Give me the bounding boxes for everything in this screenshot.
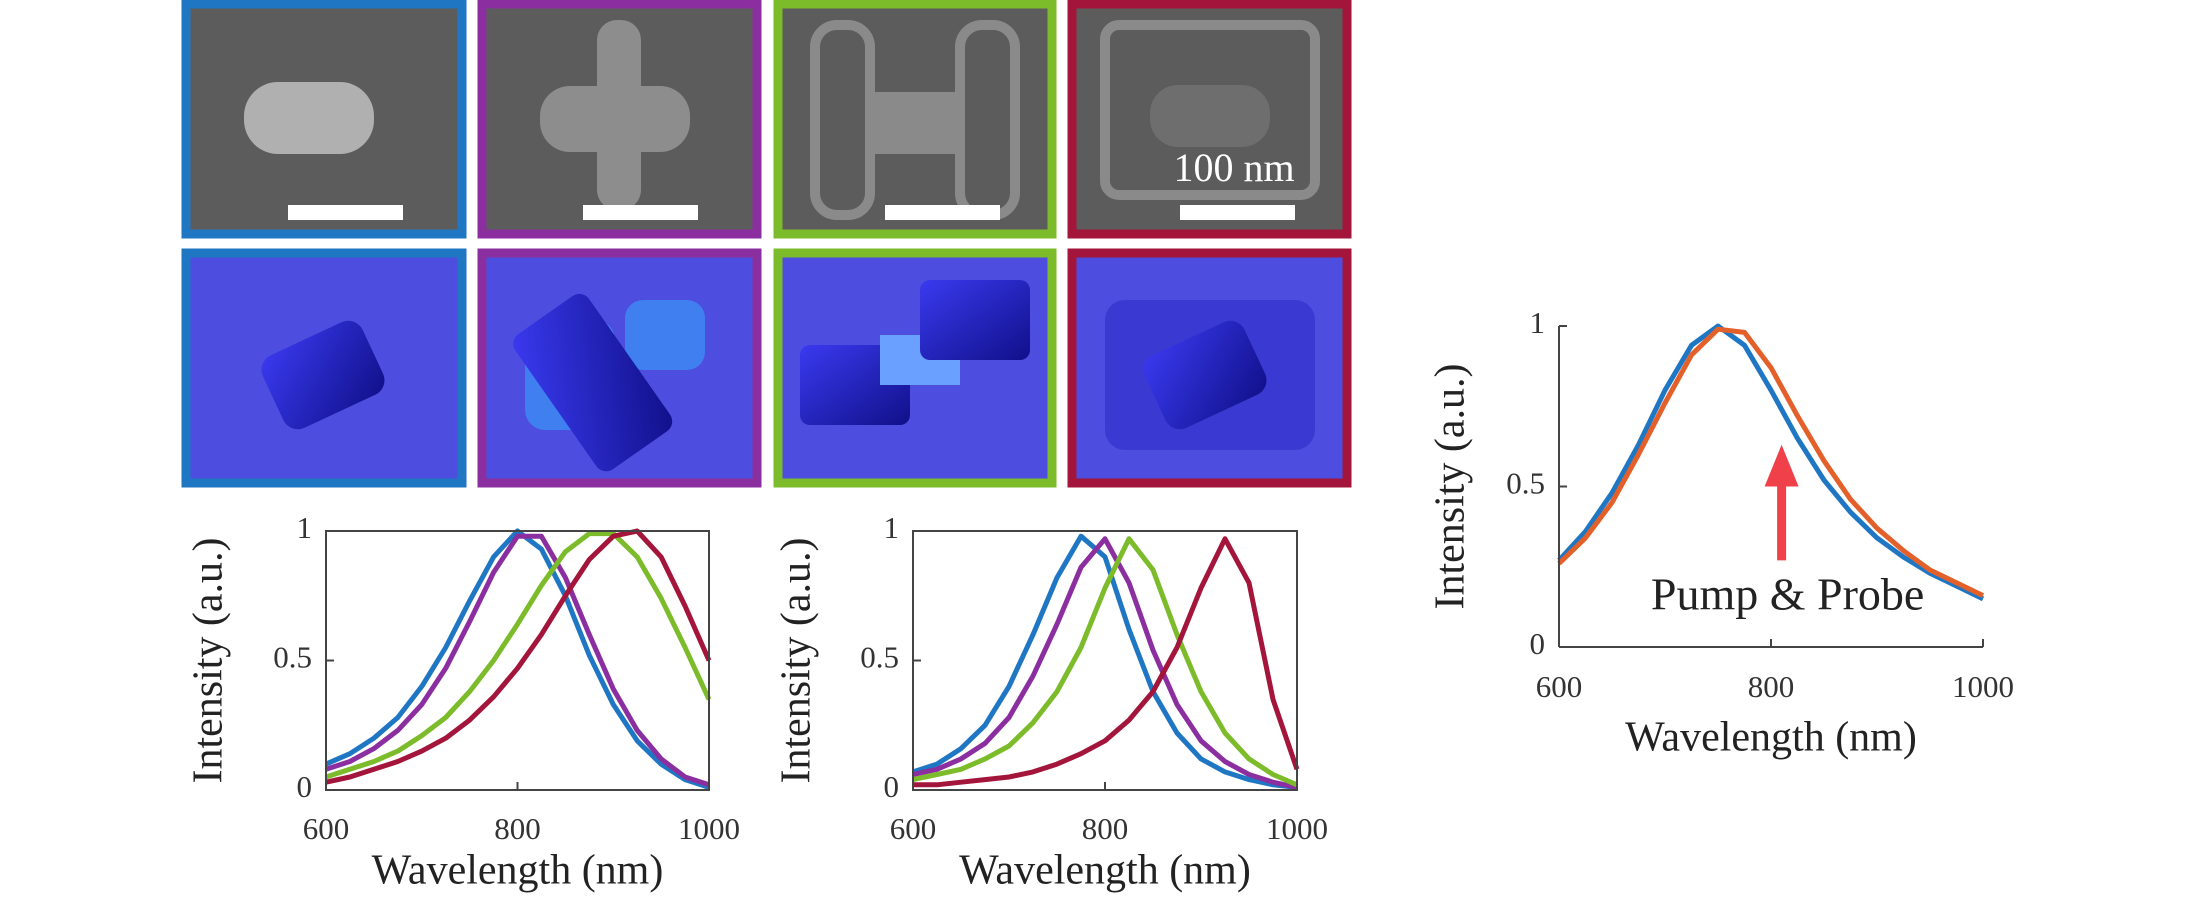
y-tick-label: 1 — [297, 510, 313, 545]
sem-shape — [1100, 20, 1320, 200]
scale-bar — [288, 205, 403, 220]
renders — [181, 248, 1352, 488]
y-axis-label: Intensity (a.u.) — [774, 537, 820, 783]
y-tick-label: 0 — [884, 769, 900, 804]
series-line — [912, 536, 1298, 790]
annotation: Pump & Probe — [1651, 568, 1924, 619]
x-tick-label: 800 — [494, 811, 541, 846]
x-tick-label: 800 — [1748, 669, 1795, 704]
series-line — [1557, 326, 1985, 598]
y-tick-label: 0 — [297, 769, 313, 804]
x-tick-label: 1000 — [678, 811, 740, 846]
y-axis-label: Intensity (a.u.) — [186, 537, 232, 783]
x-axis-label: Wavelength (nm) — [1625, 715, 1917, 761]
render-shape — [920, 280, 1030, 360]
x-axis-label: Wavelength (nm) — [372, 848, 664, 894]
x-tick-label: 600 — [890, 811, 937, 846]
scale-bar — [1180, 205, 1295, 220]
render-shape — [261, 320, 385, 430]
x-tick-label: 600 — [1536, 669, 1583, 704]
x-tick-label: 600 — [303, 811, 350, 846]
y-axis-label: Intensity (a.u.) — [1428, 363, 1474, 609]
scale-bar — [885, 205, 1000, 220]
series-line — [325, 533, 710, 788]
y-tick-label: 0 — [1530, 626, 1546, 661]
render-shape — [513, 293, 673, 472]
y-tick-label: 1 — [1530, 305, 1546, 340]
series-line — [913, 536, 1300, 788]
series-line — [1557, 323, 1985, 602]
x-tick-label: 1000 — [1952, 669, 2014, 704]
x-tick-label: 800 — [1082, 811, 1129, 846]
x-axis-label: Wavelength (nm) — [959, 848, 1251, 894]
series-line — [912, 533, 1298, 790]
series-line — [325, 531, 712, 780]
sem-shape — [1150, 85, 1270, 147]
sem-images: 100 nm — [181, 0, 1352, 239]
series-line — [912, 536, 1298, 788]
y-tick-label: 0.5 — [273, 640, 312, 675]
x-tick-label: 1000 — [1266, 811, 1328, 846]
scale-bar — [583, 205, 698, 220]
render-shape — [1143, 320, 1267, 430]
y-tick-label: 0.5 — [860, 640, 899, 675]
sem-shape — [865, 92, 965, 154]
y-tick-label: 1 — [884, 510, 900, 545]
arrow-head — [1764, 444, 1799, 487]
render-shape — [625, 300, 705, 370]
sem-shape — [540, 86, 690, 152]
sem-shape — [244, 82, 374, 154]
series-line — [325, 528, 712, 785]
scale-label: 100 nm — [1173, 145, 1294, 190]
y-tick-label: 0.5 — [1506, 466, 1545, 501]
